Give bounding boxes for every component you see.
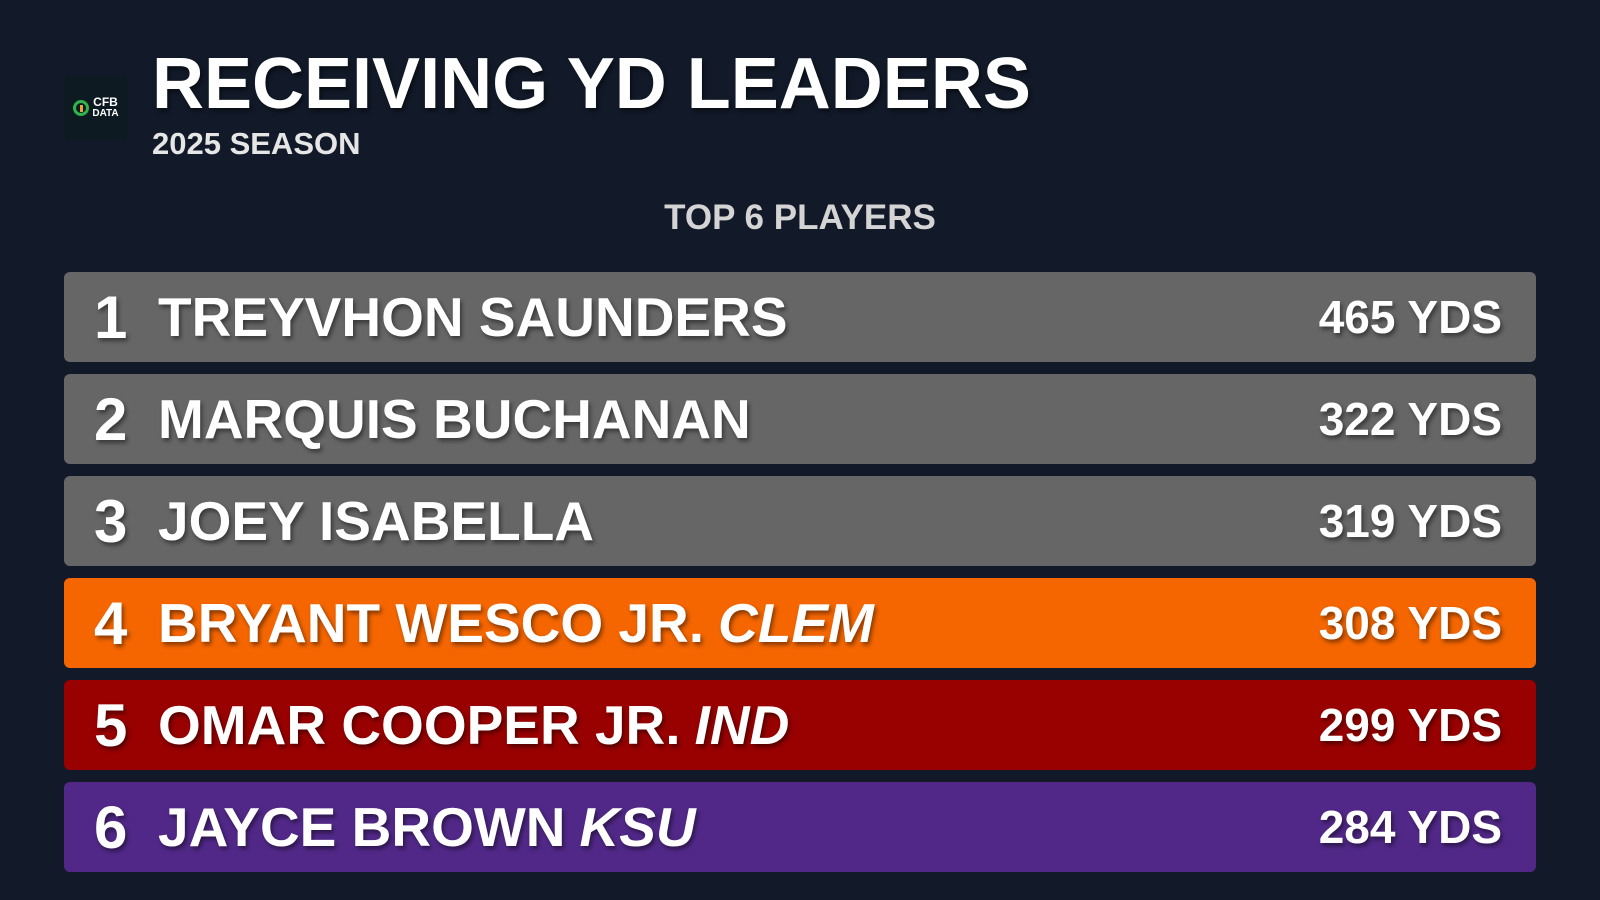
row-rank: 4 [94,589,128,657]
row-value: 299 YDS [1318,699,1502,751]
row-player-name: JAYCE BROWN KSU [158,795,696,859]
leaderboard-row: 1 TREYVHON SAUNDERS 465 YDS [64,272,1536,362]
row-player-name: JOEY ISABELLA [158,489,594,553]
row-value: 284 YDS [1318,801,1502,853]
row-value: 322 YDS [1318,393,1502,445]
cfb-data-logo: CFB DATA [64,76,128,140]
leaderboard-row: 5 OMAR COOPER JR. IND 299 YDS [64,680,1536,770]
row-player-name: BRYANT WESCO JR. CLEM [158,591,874,655]
player-team: CLEM [718,592,874,654]
row-value: 308 YDS [1318,597,1502,649]
player-team: IND [694,694,790,756]
row-rank: 6 [94,793,128,861]
player-name-text: MARQUIS BUCHANAN [158,388,751,450]
row-rank: 1 [94,283,128,351]
player-name-text: TREYVHON SAUNDERS [158,286,788,348]
row-rank: 3 [94,487,128,555]
row-player-name: MARQUIS BUCHANAN [158,387,751,451]
logo-text-line2: DATA [92,108,119,119]
logo-ring-icon [73,100,90,116]
player-name-text: BRYANT WESCO JR. [158,592,704,654]
player-name-text: JOEY ISABELLA [158,490,595,552]
section-label: TOP 6 PLAYERS [664,198,936,237]
logo-text: CFB DATA [92,95,119,119]
player-team: KSU [579,796,696,858]
leaderboard-row: 6 JAYCE BROWN KSU 284 YDS [64,782,1536,872]
row-value: 319 YDS [1318,495,1502,547]
player-name-text: OMAR COOPER JR. [158,694,681,756]
logo-text-line1: CFB [93,95,118,109]
row-rank: 5 [94,691,128,759]
leaderboard-row: 3 JOEY ISABELLA 319 YDS [64,476,1536,566]
row-player-name: TREYVHON SAUNDERS [158,285,788,349]
row-rank: 2 [94,385,128,453]
row-player-name: OMAR COOPER JR. IND [158,693,789,757]
title-block: RECEIVING YD LEADERS 2025 SEASON [152,44,1031,162]
header: CFB DATA RECEIVING YD LEADERS 2025 SEASO… [64,44,1031,162]
page-subtitle: 2025 SEASON [152,126,361,161]
page-title: RECEIVING YD LEADERS [152,44,1031,124]
leaderboard-row: 2 MARQUIS BUCHANAN 322 YDS [64,374,1536,464]
leaderboard: 1 TREYVHON SAUNDERS 465 YDS 2 MARQUIS BU… [64,272,1536,884]
player-name-text: JAYCE BROWN [158,796,566,858]
row-value: 465 YDS [1318,291,1502,343]
leaderboard-row: 4 BRYANT WESCO JR. CLEM 308 YDS [64,578,1536,668]
